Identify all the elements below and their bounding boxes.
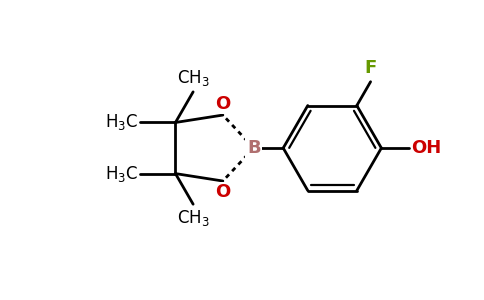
Text: H$_3$C: H$_3$C bbox=[105, 112, 138, 133]
Text: F: F bbox=[364, 59, 377, 77]
Text: CH$_3$: CH$_3$ bbox=[177, 208, 210, 228]
Text: B: B bbox=[247, 139, 260, 157]
Text: O: O bbox=[215, 183, 230, 201]
Text: H$_3$C: H$_3$C bbox=[105, 164, 138, 184]
Text: CH$_3$: CH$_3$ bbox=[177, 68, 210, 88]
Text: O: O bbox=[215, 95, 230, 113]
Text: OH: OH bbox=[411, 139, 441, 157]
